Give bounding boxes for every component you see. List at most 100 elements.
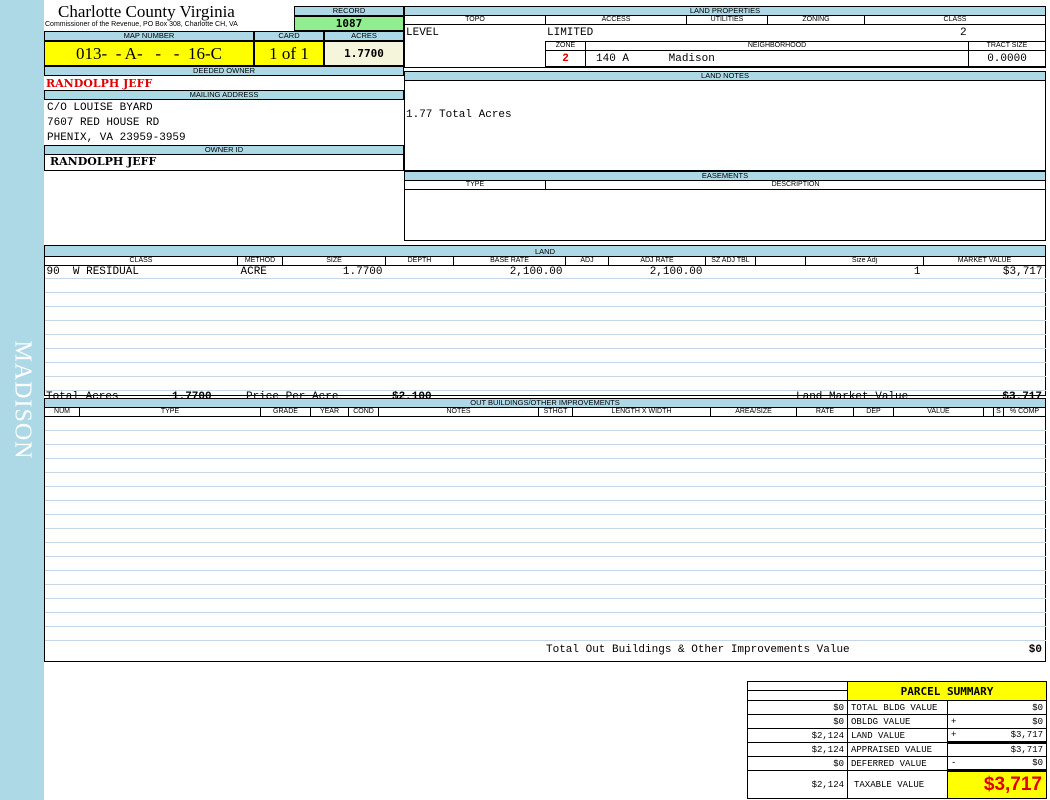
land-column-header: SIZE (282, 256, 386, 266)
land-column-header: CLASS (44, 256, 238, 266)
taxable-row: $2,124 TAXABLE VALUE $3,717 (747, 770, 1047, 799)
empty-cell (44, 306, 1046, 321)
summary-row: $2,124 APPRAISED VALUE $3,717 (747, 741, 1047, 757)
empty-cell (44, 598, 1046, 613)
outbuilding-column-header: TYPE (79, 407, 261, 417)
outbuilding-column-header: S (993, 407, 1004, 417)
summary-left-value: $0 (747, 714, 848, 729)
outbuilding-column-header: NUM (44, 407, 80, 417)
summary-operator: - (947, 756, 960, 772)
summary-value: $0 (959, 714, 1047, 729)
outbuilding-column-header: NOTES (378, 407, 539, 417)
outbuilding-column-header: DEP (853, 407, 894, 417)
land-column-header: Size Adj (805, 256, 924, 266)
summary-value: $3,717 (959, 741, 1047, 757)
taxable-label: TAXABLE VALUE (847, 770, 948, 799)
land-table: CLASS METHOD SIZE DEPTH BASE RATE ADJ ADJ RATE… (44, 256, 1046, 391)
outbuilding-row-empty (44, 430, 1046, 445)
zone-table: ZONE NEIGHBORHOOD TRACT SIZE 2 140 A Mad… (545, 41, 1046, 67)
summary-value: $0 (959, 700, 1047, 715)
outbuilding-column-header: VALUE (893, 407, 984, 417)
land-notes-title: LAND NOTES (404, 71, 1046, 81)
summary-label: APPRAISED VALUE (847, 742, 948, 757)
map-number: 013- - A- - - 16-C (44, 41, 254, 66)
summary-row: $2,124 LAND VALUE + $3,717 (747, 728, 1047, 743)
land-column-header: MARKET VALUE (923, 256, 1046, 266)
class-value: 2 (960, 27, 967, 39)
access-value: LIMITED (547, 27, 594, 39)
land-column-header (755, 256, 806, 266)
address-line: PHENIX, VA 23959-3959 (47, 132, 186, 144)
outbuilding-row-empty (44, 500, 1046, 515)
outbuilding-column-header: AREA/SIZE (710, 407, 797, 417)
outbuilding-row-empty (44, 416, 1046, 431)
easement-type-label: TYPE (404, 180, 546, 190)
summary-left-value: $0 (747, 756, 848, 771)
summary-value: $0 (959, 756, 1047, 772)
topo-label: TOPO (404, 15, 546, 25)
outbuilding-row-empty (44, 598, 1046, 613)
mailing-address-label: MAILING ADDRESS (44, 90, 404, 100)
taxable-left-value: $2,124 (747, 770, 848, 799)
topo-value: LEVEL (406, 27, 440, 39)
land-row: 90 W RESIDUAL ACRE 1.7700 2,100.00 2,100.00 1… (44, 265, 1046, 279)
land-notes-text: 1.77 Total Acres (406, 109, 512, 121)
outbuilding-row-empty (44, 444, 1046, 459)
outbuilding-row-empty (44, 528, 1046, 543)
parcel-summary-title: PARCEL SUMMARY (847, 681, 1047, 701)
land-column-header: METHOD (237, 256, 283, 266)
outbuilding-column-header: YEAR (310, 407, 349, 417)
taxable-value: $3,717 (947, 770, 1047, 799)
summary-value: $3,717 (959, 728, 1047, 743)
empty-cell (44, 556, 1046, 571)
deeded-owner-label: DEEDED OWNER (44, 66, 404, 76)
empty-cell (44, 528, 1046, 543)
outbuilding-column-header (983, 407, 994, 417)
outbuilding-row-empty (44, 626, 1046, 641)
outbuilding-row-empty (44, 570, 1046, 585)
empty-cell (44, 500, 1046, 515)
utilities-label: UTILITIES (686, 15, 768, 25)
deeded-owner: RANDOLPH JEFF (46, 77, 153, 90)
summary-left-value: $2,124 (747, 742, 848, 757)
land-row-empty (44, 292, 1046, 307)
map-number-label: MAP NUMBER (44, 31, 254, 41)
outbuilding-row-empty (44, 486, 1046, 501)
land-properties-header: TOPO ACCESS UTILITIES ZONING CLASS (404, 15, 1046, 25)
owner-id-label: OWNER ID (44, 145, 404, 155)
land-cell: 90 W RESIDUAL (44, 265, 238, 279)
land-row-empty (44, 320, 1046, 335)
empty-cell (44, 444, 1046, 459)
card-label: CARD (254, 31, 324, 41)
zone-value: 2 (545, 50, 586, 67)
class-label: CLASS (864, 15, 1046, 25)
sidebar: MADISON (0, 0, 44, 800)
outbuilding-row-empty (44, 514, 1046, 529)
outbuilding-row-empty (44, 472, 1046, 487)
land-column-header: SZ ADJ TBL (705, 256, 756, 266)
land-cell (565, 265, 609, 279)
land-column-header: BASE RATE (453, 256, 566, 266)
land-column-header: DEPTH (385, 256, 454, 266)
empty-cell (44, 472, 1046, 487)
empty-cell (44, 416, 1046, 431)
summary-label: TOTAL BLDG VALUE (847, 700, 948, 715)
record-number: 1087 (294, 16, 404, 31)
empty-cell (44, 458, 1046, 473)
land-row-empty (44, 334, 1046, 349)
land-cell: 2,100.00 (608, 265, 706, 279)
land-cell: 1.7700 (282, 265, 386, 279)
empty-cell (44, 542, 1046, 557)
neighborhood-label: NEIGHBORHOOD (585, 41, 969, 51)
outbuilding-column-header: RATE (796, 407, 854, 417)
land-row-empty (44, 376, 1046, 391)
outbuilding-column-header: LENGTH X WIDTH (572, 407, 711, 417)
outbuilding-row-empty (44, 612, 1046, 627)
empty-cell (44, 486, 1046, 501)
summary-operator (947, 700, 960, 715)
empty-cell (44, 334, 1046, 349)
empty-cell (44, 612, 1046, 627)
summary-label: LAND VALUE (847, 728, 948, 743)
summary-operator: + (947, 714, 960, 729)
easement-description-label: DESCRIPTION (545, 180, 1046, 190)
